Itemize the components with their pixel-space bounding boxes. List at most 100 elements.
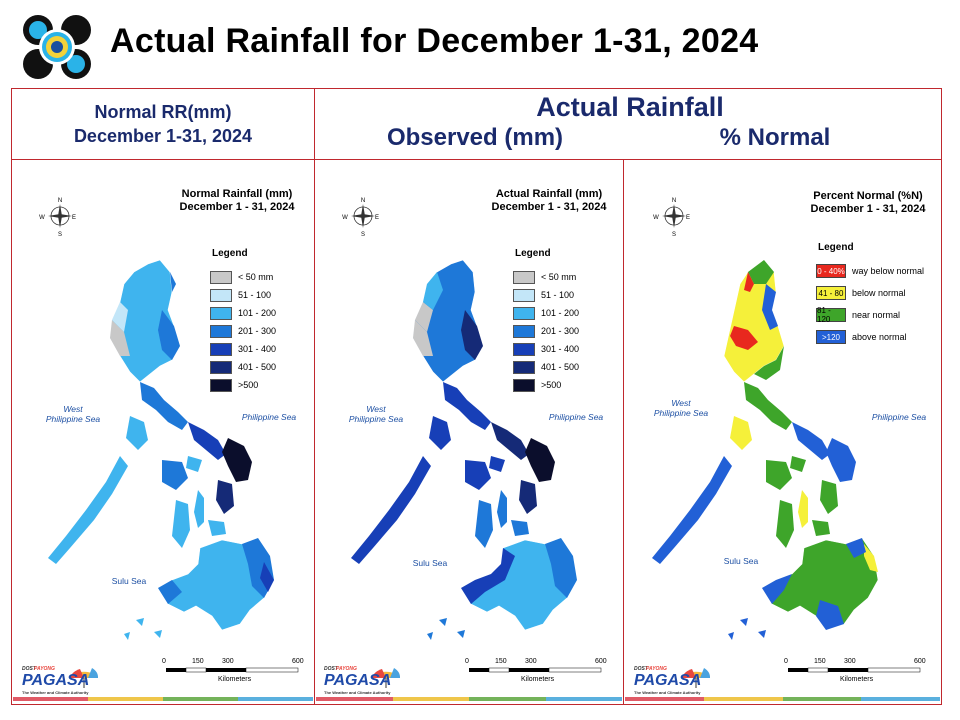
scale-tick-label: 150	[495, 658, 507, 665]
sulu-sea-label: Sulu Sea	[723, 556, 759, 566]
normal-heading-line2: December 1-31, 2024	[73, 126, 253, 146]
legend-swatch	[513, 360, 535, 374]
normal-map-title-line2: December 1 - 31, 2024	[179, 201, 295, 213]
pagasa-umbrella-icon	[682, 668, 711, 688]
legend-swatch	[513, 288, 535, 302]
pagasa-umbrella-icon	[70, 668, 99, 688]
scale-bar	[166, 667, 299, 673]
color-strip-segment	[392, 697, 469, 701]
color-strip-segment	[88, 697, 163, 701]
color-strip-segment	[316, 697, 393, 701]
scale-tick-label: 150	[192, 658, 204, 665]
legend-item: 201 - 300	[513, 324, 579, 338]
color-strip-segment	[782, 697, 862, 701]
compass-letter-w: W	[39, 215, 45, 221]
compass-rose-icon: N S E W	[653, 198, 690, 238]
dost-pagasa-seal-logo	[22, 14, 92, 80]
pagasa-logo: DOST PAYONG PAGASA The Weather and Climate …	[322, 664, 402, 698]
scale-tick-label: 0	[162, 658, 166, 665]
pagasa-tagline: The Weather and Climate Authority	[634, 690, 701, 695]
pagasa-name: PAGASA	[634, 672, 702, 689]
compass-letter-n: N	[58, 198, 62, 204]
page-title: Actual Rainfall for December 1-31, 2024	[110, 22, 759, 60]
legend-swatch	[210, 342, 232, 356]
pagasa-payong-label: PAYONG	[646, 666, 667, 672]
scale-bar	[788, 667, 921, 673]
pagasa-dost-label: DOST	[324, 666, 338, 672]
compass-letter-e: E	[375, 215, 379, 221]
legend-item: 401 - 500	[513, 360, 579, 374]
compass-letter-w: W	[342, 215, 348, 221]
pagasa-dost-label: DOST	[22, 666, 36, 672]
compass-rose-icon: N S E W	[342, 198, 379, 238]
west-philippine-sea-label: West Philippine Sea	[646, 398, 716, 418]
legend-item: 51 - 100	[513, 288, 574, 302]
legend-item: 401 - 500	[210, 360, 276, 374]
color-strip-segment	[545, 697, 622, 701]
legend-label: 51 - 100	[238, 290, 272, 300]
compass-letter-n: N	[361, 198, 365, 204]
legend-item: 81 - 120 near normal	[816, 306, 900, 324]
pagasa-payong-label: PAYONG	[34, 666, 55, 672]
pagasa-umbrella-icon	[372, 668, 401, 688]
legend-item: < 50 mm	[210, 270, 273, 284]
legend-swatch	[513, 270, 535, 284]
color-strip-segment	[625, 697, 704, 701]
legend-label: way below normal	[852, 266, 925, 276]
legend-label: above normal	[852, 332, 907, 342]
compass-letter-w: W	[653, 215, 659, 221]
legend-swatch	[210, 306, 232, 320]
observed-map-title-line2: December 1 - 31, 2024	[491, 201, 607, 213]
legend-swatch	[210, 360, 232, 374]
legend-swatch	[210, 288, 232, 302]
sulu-sea-label: Sulu Sea	[111, 576, 147, 586]
pagasa-dost-label: DOST	[634, 666, 648, 672]
pagasa-name: PAGASA	[22, 672, 90, 689]
legend-label: >500	[238, 380, 259, 390]
legend-item: 0 - 40% way below normal	[816, 264, 924, 278]
scale-tick-label: 300	[844, 658, 856, 665]
percent-normal-map: N S E W	[652, 198, 921, 673]
scale-tick-label: 600	[595, 658, 607, 665]
scale-unit-label: Kilometers	[840, 676, 874, 683]
compass-letter-s: S	[58, 232, 62, 238]
observed-map-title-line1: Actual Rainfall (mm)	[495, 188, 603, 200]
west-philippine-sea-label: West Philippine Sea	[38, 404, 108, 424]
legend-label: >500	[541, 380, 562, 390]
philippine-sea-label: Philippine Sea	[548, 412, 604, 422]
legend-item: 101 - 200	[210, 306, 276, 320]
legend-item: 51 - 100	[210, 288, 271, 302]
color-strip-segment	[469, 697, 546, 701]
west-sea-line2: Philippine Sea	[653, 408, 709, 418]
observed-heading: Observed (mm)	[386, 124, 564, 151]
legend-swatch	[210, 324, 232, 338]
legend-label: below normal	[852, 288, 906, 298]
legend-swatch	[513, 378, 535, 392]
legend-swatch: 41 - 80	[816, 286, 846, 300]
legend-label: 51 - 100	[541, 290, 575, 300]
legend-item: 301 - 400	[210, 342, 276, 356]
normal-header-box	[11, 88, 315, 160]
legend-label: 301 - 400	[541, 344, 580, 354]
normal-map-title-line1: Normal Rainfall (mm)	[181, 188, 293, 200]
compass-letter-e: E	[686, 215, 690, 221]
scale-tick-label: 300	[222, 658, 234, 665]
scale-tick-label: 0	[465, 658, 469, 665]
legend-swatch	[513, 306, 535, 320]
sulu-sea-label: Sulu Sea	[412, 558, 448, 568]
legend-label: 101 - 200	[541, 308, 580, 318]
legend-title: Legend	[515, 248, 551, 259]
west-sea-line1: West	[366, 404, 386, 414]
percent-map-title-line2: December 1 - 31, 2024	[810, 203, 926, 215]
legend-label: 101 - 200	[238, 308, 277, 318]
legend-swatch: 0 - 40%	[816, 264, 846, 278]
legend-label: < 50 mm	[541, 272, 577, 282]
pagasa-tagline: The Weather and Climate Authority	[324, 690, 391, 695]
compass-letter-e: E	[72, 215, 76, 221]
legend-label: 201 - 300	[238, 326, 277, 336]
philippine-sea-label: Philippine Sea	[241, 412, 297, 422]
color-strip-segment	[703, 697, 783, 701]
pagasa-logo: DOST PAYONG PAGASA The Weather and Climate …	[632, 664, 712, 698]
percent-normal-heading: % Normal	[719, 124, 831, 151]
